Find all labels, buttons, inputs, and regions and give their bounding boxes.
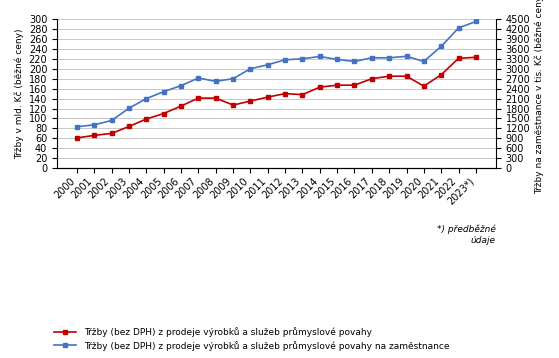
Třžby (bez DPH) z prodeje výrobků a služeb průmyslové povahy: [455, 56, 462, 61]
Y-axis label: Třžby v mld. Kč (běžné ceny): Třžby v mld. Kč (běžné ceny): [15, 28, 25, 159]
Třžby (bez DPH) z prodeje výrobků a služeb průmyslové povahy na zaměstnance: [247, 67, 254, 71]
Třžby (bez DPH) z prodeje výrobků a služeb průmyslové povahy na zaměstnance: [91, 123, 98, 127]
Třžby (bez DPH) z prodeje výrobků a služeb průmyslové povahy: [472, 55, 479, 59]
Třžby (bez DPH) z prodeje výrobků a služeb průmyslové povahy: [143, 117, 150, 121]
Třžby (bez DPH) z prodeje výrobků a služeb průmyslové povahy na zaměstnance: [74, 125, 80, 129]
Třžby (bez DPH) z prodeje výrobků a služeb průmyslové povahy na zaměstnance: [160, 90, 167, 94]
Třžby (bez DPH) z prodeje výrobků a služeb průmyslové povahy na zaměstnance: [420, 59, 427, 64]
Třžby (bez DPH) z prodeje výrobků a služeb průmyslové povahy na zaměstnance: [368, 55, 375, 60]
Třžby (bez DPH) z prodeje výrobků a služeb průmyslové povahy na zaměstnance: [299, 57, 306, 61]
Line: Třžby (bez DPH) z prodeje výrobků a služeb průmyslové povahy na zaměstnance: Třžby (bez DPH) z prodeje výrobků a služ…: [74, 19, 479, 129]
Třžby (bez DPH) z prodeje výrobků a služeb průmyslové povahy: [351, 83, 358, 87]
Třžby (bez DPH) z prodeje výrobků a služeb průmyslové povahy na zaměstnance: [472, 19, 479, 24]
Třžby (bez DPH) z prodeje výrobků a služeb průmyslové povahy na zaměstnance: [334, 57, 340, 62]
Třžby (bez DPH) z prodeje výrobků a služeb průmyslové povahy: [438, 73, 444, 77]
Třžby (bez DPH) z prodeje výrobků a služeb průmyslové povahy na zaměstnance: [403, 54, 410, 58]
Třžby (bez DPH) z prodeje výrobků a služeb průmyslové povahy: [160, 111, 167, 116]
Třžby (bez DPH) z prodeje výrobků a služeb průmyslové povahy na zaměstnance: [455, 26, 462, 30]
Y-axis label: Třžby na zaměstnance v tis. Kč (běžné ceny): Třžby na zaměstnance v tis. Kč (běžné ce…: [534, 0, 544, 194]
Třžby (bez DPH) z prodeje výrobků a služeb průmyslové povahy: [282, 91, 288, 96]
Třžby (bez DPH) z prodeje výrobků a služeb průmyslové povahy: [386, 74, 392, 78]
Třžby (bez DPH) z prodeje výrobků a služeb průmyslové povahy: [108, 131, 115, 136]
Třžby (bez DPH) z prodeje výrobků a služeb průmyslové povahy: [334, 83, 340, 87]
Třžby (bez DPH) z prodeje výrobků a služeb průmyslové povahy na zaměstnance: [351, 59, 358, 64]
Třžby (bez DPH) z prodeje výrobků a služeb průmyslové povahy: [403, 74, 410, 78]
Třžby (bez DPH) z prodeje výrobků a služeb průmyslové povahy: [316, 85, 323, 89]
Třžby (bez DPH) z prodeje výrobků a služeb průmyslové povahy na zaměstnance: [126, 106, 132, 110]
Line: Třžby (bez DPH) z prodeje výrobků a služeb průmyslové povahy: Třžby (bez DPH) z prodeje výrobků a služ…: [74, 55, 479, 140]
Třžby (bez DPH) z prodeje výrobků a služeb průmyslové povahy: [368, 77, 375, 81]
Třžby (bez DPH) z prodeje výrobků a služeb průmyslové povahy na zaměstnance: [316, 54, 323, 59]
Třžby (bez DPH) z prodeje výrobků a služeb průmyslové povahy na zaměstnance: [212, 79, 219, 83]
Třžby (bez DPH) z prodeje výrobků a služeb průmyslové povahy: [299, 92, 306, 97]
Třžby (bez DPH) z prodeje výrobků a služeb průmyslové povahy na zaměstnance: [195, 76, 202, 80]
Třžby (bez DPH) z prodeje výrobků a služeb průmyslové povahy na zaměstnance: [386, 55, 392, 60]
Třžby (bez DPH) z prodeje výrobků a služeb průmyslové povahy: [195, 96, 202, 100]
Třžby (bez DPH) z prodeje výrobků a služeb průmyslové povahy na zaměstnance: [178, 83, 184, 88]
Třžby (bez DPH) z prodeje výrobků a služeb průmyslové povahy: [126, 124, 132, 129]
Třžby (bez DPH) z prodeje výrobků a služeb průmyslové povahy: [230, 103, 236, 107]
Legend: Třžby (bez DPH) z prodeje výrobků a služeb průmyslové povahy, Třžby (bez DPH) z : Třžby (bez DPH) z prodeje výrobků a služ…: [51, 325, 452, 353]
Třžby (bez DPH) z prodeje výrobků a služeb průmyslové povahy na zaměstnance: [282, 58, 288, 62]
Třžby (bez DPH) z prodeje výrobků a služeb průmyslové povahy: [264, 95, 271, 99]
Třžby (bez DPH) z prodeje výrobků a služeb průmyslové povahy na zaměstnance: [108, 118, 115, 123]
Třžby (bez DPH) z prodeje výrobků a služeb průmyslové povahy na zaměstnance: [438, 44, 444, 48]
Text: *) předběžné
údaje: *) předběžné údaje: [437, 225, 496, 245]
Třžby (bez DPH) z prodeje výrobků a služeb průmyslové povahy: [212, 96, 219, 100]
Třžby (bez DPH) z prodeje výrobků a služeb průmyslové povahy na zaměstnance: [264, 63, 271, 67]
Třžby (bez DPH) z prodeje výrobků a služeb průmyslové povahy: [420, 84, 427, 88]
Třžby (bez DPH) z prodeje výrobků a služeb průmyslové povahy: [74, 136, 80, 140]
Třžby (bez DPH) z prodeje výrobků a služeb průmyslové povahy: [247, 99, 254, 103]
Třžby (bez DPH) z prodeje výrobků a služeb průmyslové povahy na zaměstnance: [143, 96, 150, 101]
Třžby (bez DPH) z prodeje výrobků a služeb průmyslové povahy na zaměstnance: [230, 77, 236, 81]
Třžby (bez DPH) z prodeje výrobků a služeb průmyslové povahy: [91, 133, 98, 137]
Třžby (bez DPH) z prodeje výrobků a služeb průmyslové povahy: [178, 104, 184, 108]
